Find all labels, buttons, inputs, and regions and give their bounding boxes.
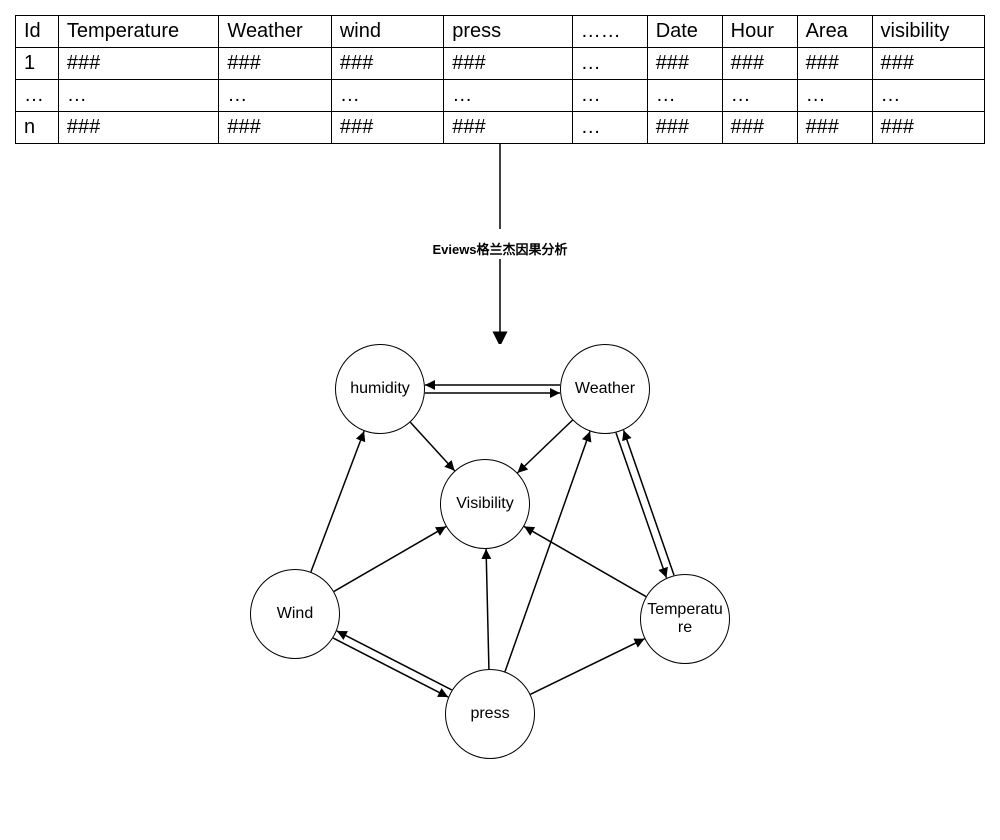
cell: ### bbox=[58, 112, 219, 144]
cell: n bbox=[16, 112, 59, 144]
data-table: Id Temperature Weather wind press …… Dat… bbox=[15, 15, 985, 144]
cell: ### bbox=[444, 48, 572, 80]
edge-line bbox=[486, 549, 489, 669]
edge-line bbox=[524, 526, 646, 596]
cell: ### bbox=[797, 112, 872, 144]
cell: ### bbox=[58, 48, 219, 80]
table-header-row: Id Temperature Weather wind press …… Dat… bbox=[16, 16, 985, 48]
edge-line bbox=[410, 422, 454, 471]
node-press: press bbox=[445, 669, 535, 759]
table-row: … … … … … … … … … … bbox=[16, 80, 985, 112]
cell: ### bbox=[872, 112, 985, 144]
cell: … bbox=[219, 80, 331, 112]
cell: ### bbox=[872, 48, 985, 80]
cell: … bbox=[572, 48, 647, 80]
col-header: …… bbox=[572, 16, 647, 48]
cell: 1 bbox=[16, 48, 59, 80]
cell: ### bbox=[444, 112, 572, 144]
cell: … bbox=[58, 80, 219, 112]
col-header: Temperature bbox=[58, 16, 219, 48]
table-row: 1 ### ### ### ### … ### ### ### ### bbox=[16, 48, 985, 80]
col-header: Date bbox=[647, 16, 722, 48]
cell: ### bbox=[219, 48, 331, 80]
edge-line bbox=[337, 631, 452, 690]
cell: … bbox=[647, 80, 722, 112]
causality-graph: humidity Weather Visibility Wind Temperature… bbox=[15, 344, 985, 804]
edge-line bbox=[505, 431, 590, 671]
node-visibility: Visibility bbox=[440, 459, 530, 549]
col-header: Hour bbox=[722, 16, 797, 48]
cell: ### bbox=[331, 48, 443, 80]
node-temperature: Temperature bbox=[640, 574, 730, 664]
data-table-container: Id Temperature Weather wind press …… Dat… bbox=[15, 15, 985, 144]
cell: ### bbox=[797, 48, 872, 80]
node-humidity: humidity bbox=[335, 344, 425, 434]
col-header: press bbox=[444, 16, 572, 48]
cell: ### bbox=[219, 112, 331, 144]
table-body: 1 ### ### ### ### … ### ### ### ### … … … bbox=[16, 48, 985, 144]
edge-line bbox=[333, 638, 448, 697]
node-wind: Wind bbox=[250, 569, 340, 659]
edge-line bbox=[530, 639, 644, 695]
cell: ### bbox=[647, 48, 722, 80]
node-weather: Weather bbox=[560, 344, 650, 434]
col-header: Area bbox=[797, 16, 872, 48]
cell: … bbox=[331, 80, 443, 112]
edge-line bbox=[616, 433, 666, 578]
cell: ### bbox=[722, 112, 797, 144]
flow-arrow-section: Eviews格兰杰因果分析 bbox=[15, 144, 985, 344]
cell: … bbox=[444, 80, 572, 112]
table-row: n ### ### ### ### … ### ### ### ### bbox=[16, 112, 985, 144]
edge-line bbox=[311, 431, 364, 572]
cell: … bbox=[16, 80, 59, 112]
cell: … bbox=[722, 80, 797, 112]
cell: … bbox=[797, 80, 872, 112]
cell: … bbox=[572, 112, 647, 144]
edge-line bbox=[334, 527, 446, 592]
col-header: Weather bbox=[219, 16, 331, 48]
edge-line bbox=[517, 420, 572, 473]
edge-line bbox=[624, 430, 674, 575]
cell: ### bbox=[331, 112, 443, 144]
arrow-label: Eviews格兰杰因果分析 bbox=[432, 239, 567, 258]
col-header: Id bbox=[16, 16, 59, 48]
cell: ### bbox=[722, 48, 797, 80]
col-header: wind bbox=[331, 16, 443, 48]
cell: … bbox=[572, 80, 647, 112]
col-header: visibility bbox=[872, 16, 985, 48]
cell: … bbox=[872, 80, 985, 112]
cell: ### bbox=[647, 112, 722, 144]
